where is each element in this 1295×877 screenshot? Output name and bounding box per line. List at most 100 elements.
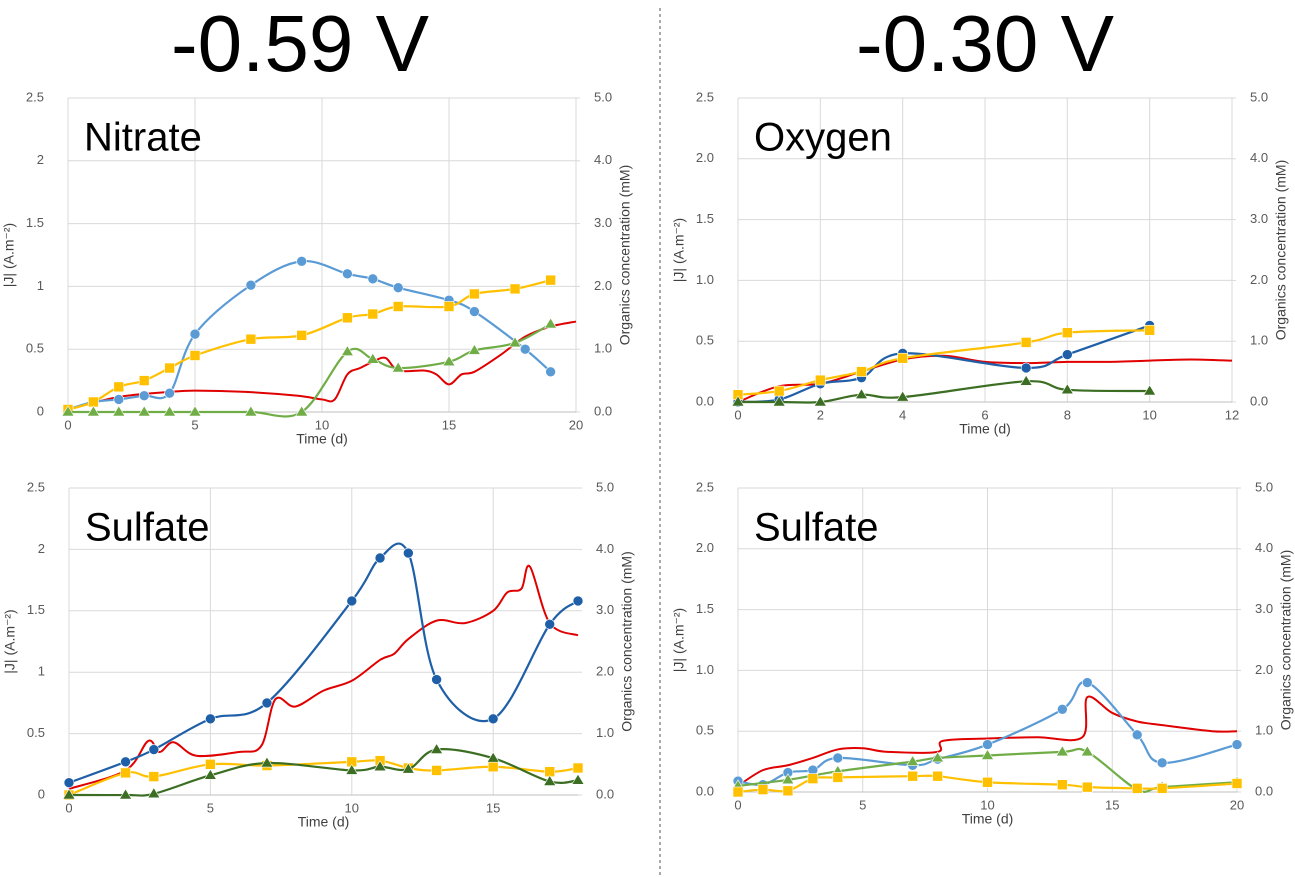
series-line — [67, 320, 577, 411]
x-tick-label: 12 — [1225, 407, 1239, 422]
y-tick-label: 1.0 — [696, 662, 714, 677]
y2-tick-label: 5.0 — [1255, 479, 1273, 494]
marker — [261, 697, 273, 709]
marker — [1156, 757, 1168, 769]
marker — [469, 306, 480, 317]
marker — [205, 713, 216, 725]
marker — [63, 777, 75, 789]
marker — [1143, 384, 1157, 396]
marker — [487, 761, 499, 773]
y2-tick-label: 1.0 — [594, 341, 612, 356]
panel-label: Sulfate — [85, 506, 210, 550]
y2-tick-label: 3.0 — [594, 215, 612, 230]
y2-axis-label: Organics concentration (mM) — [1273, 160, 1289, 341]
x-tick-label: 10 — [315, 417, 329, 432]
y2-tick-label: 3.0 — [1250, 211, 1268, 226]
marker — [487, 713, 499, 725]
x-tick-label: 4 — [899, 407, 906, 422]
marker — [113, 394, 125, 405]
x-axis-label: Time (d) — [962, 811, 1014, 827]
marker — [340, 345, 354, 357]
x-tick-label: 5 — [191, 417, 198, 432]
y2-tick-label: 2.0 — [1250, 272, 1268, 287]
marker — [148, 771, 160, 782]
marker — [544, 619, 556, 630]
y-tick-label: 2.5 — [696, 479, 714, 494]
marker — [1082, 677, 1093, 688]
y2-tick-label: 0.0 — [594, 403, 612, 418]
marker — [119, 788, 133, 800]
marker — [113, 381, 125, 393]
marker — [897, 352, 908, 364]
x-tick-label: 0 — [65, 800, 72, 815]
marker — [907, 770, 918, 782]
marker — [519, 343, 531, 355]
y2-tick-label: 4.0 — [594, 152, 612, 167]
y-tick-label: 1.5 — [696, 601, 714, 616]
marker — [443, 301, 455, 312]
marker — [757, 784, 769, 795]
heading: -0.59 V — [171, 0, 430, 88]
x-tick-label: 0 — [64, 417, 71, 432]
y2-tick-label: 5.0 — [596, 479, 614, 494]
y-tick-label: 1 — [38, 664, 45, 679]
marker — [772, 395, 786, 407]
marker — [1020, 337, 1032, 348]
y2-tick-label: 1.0 — [1255, 723, 1273, 738]
y2-tick-label: 1.0 — [596, 725, 614, 740]
x-tick-label: 10 — [1142, 407, 1156, 422]
marker — [982, 739, 993, 750]
y2-tick-label: 0.0 — [596, 786, 614, 801]
marker — [189, 350, 201, 361]
y-tick-label: 2.5 — [26, 89, 44, 104]
marker — [138, 390, 150, 401]
y2-tick-label: 2.0 — [1255, 662, 1273, 677]
marker — [731, 395, 745, 407]
marker — [62, 788, 76, 800]
series-line — [737, 695, 1238, 787]
y-tick-label: 1.5 — [26, 215, 44, 230]
marker — [442, 355, 456, 367]
marker — [832, 752, 844, 764]
marker — [431, 765, 442, 776]
x-tick-label: 6 — [981, 407, 988, 422]
marker — [571, 773, 585, 785]
marker — [120, 756, 131, 768]
marker — [203, 768, 217, 780]
y2-tick-label: 1.0 — [1250, 333, 1268, 348]
marker — [1057, 779, 1068, 791]
marker — [781, 773, 795, 785]
heading: -0.30 V — [856, 0, 1115, 88]
marker — [346, 595, 358, 607]
marker — [205, 758, 216, 770]
y-tick-label: 1.5 — [27, 602, 45, 617]
marker — [1057, 704, 1068, 715]
y-axis-label: |J| (A.m⁻²) — [2, 609, 18, 673]
panel-label: Nitrate — [84, 116, 202, 160]
y2-tick-label: 0.0 — [1250, 393, 1268, 408]
marker — [345, 763, 359, 775]
y-tick-label: 1.5 — [696, 211, 714, 226]
y-tick-label: 0.5 — [26, 341, 44, 356]
x-axis-label: Time (d) — [296, 431, 348, 447]
marker — [164, 387, 175, 399]
y-axis-label: |J| (A.m⁻²) — [671, 218, 687, 282]
marker — [469, 288, 480, 300]
marker — [572, 762, 584, 774]
y-tick-label: 2.5 — [27, 479, 45, 494]
marker — [773, 385, 785, 397]
x-tick-label: 20 — [1230, 797, 1244, 812]
marker — [931, 751, 945, 763]
marker — [896, 390, 910, 402]
x-tick-label: 8 — [1064, 407, 1071, 422]
marker — [807, 773, 819, 784]
marker — [1062, 349, 1073, 360]
y-axis-label: |J| (A.m⁻²) — [1, 223, 17, 287]
x-tick-label: 20 — [569, 417, 583, 432]
y2-tick-label: 2.0 — [596, 664, 614, 679]
x-tick-label: 10 — [345, 800, 359, 815]
marker — [392, 282, 404, 293]
series-line — [67, 279, 551, 411]
x-tick-label: 5 — [859, 797, 866, 812]
